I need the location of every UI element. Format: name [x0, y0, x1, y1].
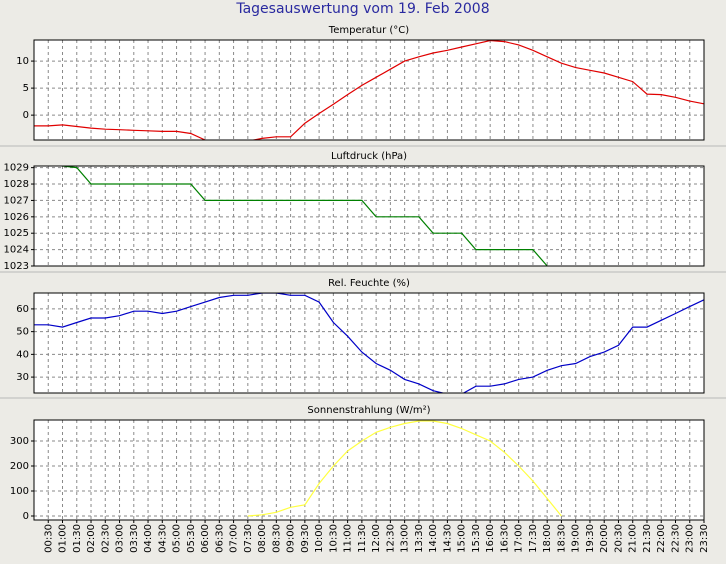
data-line	[59, 166, 548, 266]
chart-title: Sonnenstrahlung (W/m²)	[307, 405, 430, 416]
x-tick-label: 14:00	[428, 524, 439, 553]
x-tick-label: 11:00	[343, 524, 354, 553]
chart-title: Temperatur (°C)	[328, 25, 409, 36]
data-line	[34, 40, 704, 140]
plot-frame	[33, 292, 705, 394]
x-tick-label: 07:30	[243, 524, 254, 553]
x-tick-label: 02:30	[100, 524, 111, 553]
x-tick-label: 16:00	[485, 524, 496, 553]
plot-frame	[33, 419, 705, 521]
y-tick-label: 1024	[4, 245, 29, 256]
y-tick-label: 5	[23, 83, 29, 94]
y-tick-label: 1029	[4, 163, 29, 174]
x-tick-label: 21:00	[628, 524, 639, 553]
plot-area	[34, 293, 704, 393]
y-tick-label: 0	[23, 110, 29, 121]
x-tick-label: 20:30	[613, 524, 624, 553]
plot-area	[34, 166, 704, 266]
x-tick-label: 16:30	[499, 524, 510, 553]
x-tick-label: 12:30	[385, 524, 396, 553]
y-tick-label: 200	[10, 461, 29, 472]
x-tick-label: 08:00	[257, 524, 268, 553]
x-tick-label: 10:00	[314, 524, 325, 553]
series	[247, 420, 562, 517]
x-tick-label: 21:30	[642, 524, 653, 553]
x-tick-label: 09:30	[300, 524, 311, 553]
y-tick-label: 100	[10, 486, 29, 497]
x-tick-label: 13:00	[400, 524, 411, 553]
y-tick-label: 1026	[4, 212, 29, 223]
y-tick-label: 50	[16, 327, 29, 338]
x-tick-label: 17:00	[514, 524, 525, 553]
x-tick-label: 15:30	[471, 524, 482, 553]
x-tick-label: 09:00	[286, 524, 297, 553]
x-tick-label: 03:00	[115, 524, 126, 553]
x-tick-label: 13:30	[414, 524, 425, 553]
y-tick-label: 10	[16, 56, 29, 67]
y-tick-label: 60	[16, 304, 29, 315]
y-tick-label: 0	[23, 511, 29, 522]
plot-area	[34, 40, 704, 140]
x-tick-label: 05:00	[172, 524, 183, 553]
x-tick-label: 22:30	[670, 524, 681, 553]
y-tick-label: 300	[10, 436, 29, 447]
x-tick-label: 12:00	[371, 524, 382, 553]
series	[59, 166, 548, 266]
x-tick-label: 06:00	[200, 524, 211, 553]
x-tick-label: 10:30	[328, 524, 339, 553]
page-title: Tagesauswertung vom 19. Feb 2008	[235, 1, 489, 17]
y-tick-label: 1023	[4, 261, 29, 272]
y-tick-label: 1028	[4, 179, 29, 190]
data-line	[247, 420, 562, 517]
x-tick-label: 23:30	[699, 524, 710, 553]
data-line	[34, 293, 704, 393]
x-tick-label: 00:30	[43, 524, 54, 553]
plot-frame	[33, 39, 705, 141]
x-tick-label: 03:30	[129, 524, 140, 553]
x-tick-label: 19:30	[585, 524, 596, 553]
plot-frame	[33, 165, 705, 267]
x-tick-label: 07:00	[229, 524, 240, 553]
chart-title: Rel. Feuchte (%)	[328, 278, 410, 289]
x-tick-label: 01:00	[58, 524, 69, 553]
y-tick-label: 30	[16, 372, 29, 383]
x-tick-label: 18:00	[542, 524, 553, 553]
x-tick-label: 20:00	[599, 524, 610, 553]
x-tick-label: 04:30	[157, 524, 168, 553]
x-tick-label: 18:30	[556, 524, 567, 553]
x-tick-label: 01:30	[72, 524, 83, 553]
x-tick-label: 04:00	[143, 524, 154, 553]
y-tick-label: 1025	[4, 228, 29, 239]
series	[34, 293, 704, 393]
x-tick-label: 11:30	[357, 524, 368, 553]
x-tick-label: 15:00	[457, 524, 468, 553]
x-tick-label: 02:00	[86, 524, 97, 553]
x-tick-label: 22:00	[656, 524, 667, 553]
x-tick-label: 17:30	[528, 524, 539, 553]
x-tick-label: 23:00	[685, 524, 696, 553]
plot-area	[34, 420, 704, 520]
chart-title: Luftdruck (hPa)	[331, 151, 407, 162]
series	[34, 40, 704, 140]
y-tick-label: 40	[16, 349, 29, 360]
x-tick-label: 05:30	[186, 524, 197, 553]
x-tick-label: 06:30	[214, 524, 225, 553]
x-tick-label: 08:30	[271, 524, 282, 553]
x-tick-label: 14:30	[442, 524, 453, 553]
y-tick-label: 1027	[4, 195, 29, 206]
x-tick-label: 19:00	[571, 524, 582, 553]
